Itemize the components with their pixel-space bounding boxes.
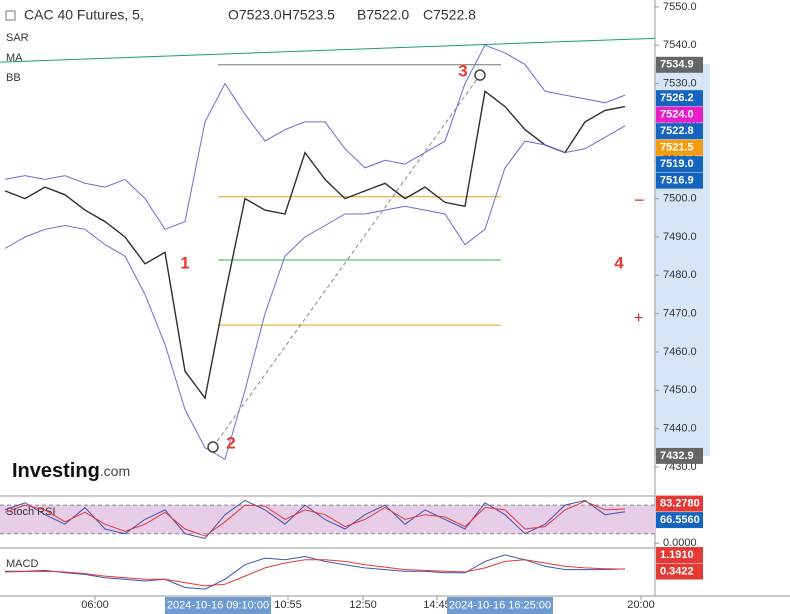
ohlc: B7522.0: [357, 7, 409, 23]
x-highlight-label: 2024-10-16 16:25:00: [449, 599, 551, 611]
y-tick-label: 0.0000: [663, 537, 697, 549]
value-tag: [656, 106, 703, 123]
y-tick-label: 7550.0: [663, 1, 697, 13]
y-tick-label: 7430.0: [663, 461, 697, 473]
logo: Investing.com: [12, 460, 130, 482]
series-line: [4, 44, 626, 230]
value-tag-label: 7526.2: [660, 92, 694, 104]
measure-line: [212, 74, 481, 448]
y-tick-label: 7540.0: [663, 39, 697, 51]
x-tick-label: 06:00: [81, 599, 109, 611]
value-tag-label: 7432.9: [660, 450, 694, 462]
series-line: [4, 90, 626, 400]
value-tag-label: 7524.0: [660, 109, 694, 121]
annotation: 2: [226, 433, 235, 452]
value-tag-label: 66.5560: [660, 514, 700, 526]
handle: [207, 441, 219, 453]
x-highlight-label: 2024-10-16 09:10:00: [167, 599, 269, 611]
zoom-in[interactable]: +: [634, 310, 643, 327]
value-tag: [656, 156, 703, 173]
y-tick-label: 7500.0: [663, 193, 697, 205]
value-tag: [656, 495, 703, 512]
logo-text: Investing: [12, 460, 100, 482]
series-line: [4, 559, 626, 587]
value-tag-label: 7521.5: [660, 142, 694, 154]
rsi-band: [0, 505, 655, 534]
x-highlight: [447, 597, 553, 614]
zoom-out[interactable]: −: [634, 190, 645, 210]
annotation: 4: [614, 253, 624, 272]
indicator-label[interactable]: SAR: [6, 32, 29, 44]
x-tick-label: 14:45: [423, 599, 451, 611]
value-tag: [656, 563, 703, 580]
y-tick-label: 7470.0: [663, 308, 697, 320]
value-tag-label: 0.3422: [660, 565, 694, 577]
y-tick-label: 7480.0: [663, 269, 697, 281]
value-tag-label: 7534.9: [660, 59, 694, 71]
y-tick-label: 7530.0: [663, 77, 697, 89]
handle: [474, 69, 486, 81]
series-line: [4, 500, 626, 537]
series-line: [4, 125, 626, 461]
y-tick-label: 7440.0: [663, 423, 697, 435]
value-tag-label: 83.2780: [660, 497, 700, 509]
value-tag-label: 1.1910: [660, 549, 694, 561]
icon: [5, 10, 16, 21]
series-line: [5, 554, 626, 590]
value-tag: [656, 123, 703, 140]
x-highlight: [165, 597, 271, 614]
annotation: 1: [180, 253, 189, 272]
value-tag: [656, 139, 703, 156]
panel-title: Stoch RSI: [6, 506, 56, 518]
trendline: [0, 37, 656, 63]
indicator-label[interactable]: BB: [6, 72, 21, 84]
y-tick-label: 7460.0: [663, 346, 697, 358]
x-tick-label: 12:50: [349, 599, 377, 611]
value-tag: [656, 56, 703, 73]
annotation: 3: [458, 62, 467, 81]
value-tag: [656, 512, 703, 529]
x-tick-label: 10:55: [274, 599, 302, 611]
ohlc: O7523.0: [228, 7, 282, 23]
panel-title: MACD: [6, 558, 38, 570]
logo-suffix: .com: [100, 463, 130, 479]
value-tag-label: 7519.0: [660, 158, 694, 170]
chart-title: CAC 40 Futures, 5,: [24, 7, 144, 23]
y-tick-label: 7490.0: [663, 231, 697, 243]
value-tag: [656, 172, 703, 189]
indicator-label[interactable]: MA: [6, 52, 23, 64]
value-tag-label: 7522.8: [660, 125, 694, 137]
value-tag: [656, 547, 703, 564]
y-tick-label: 7450.0: [663, 384, 697, 396]
value-tag: [656, 90, 703, 107]
value-tag-label: 7516.9: [660, 175, 694, 187]
ohlc: H7523.5: [282, 7, 335, 23]
x-tick-label: 20:00: [627, 599, 655, 611]
value-tag: [656, 447, 703, 464]
ohlc: C7522.8: [423, 7, 476, 23]
